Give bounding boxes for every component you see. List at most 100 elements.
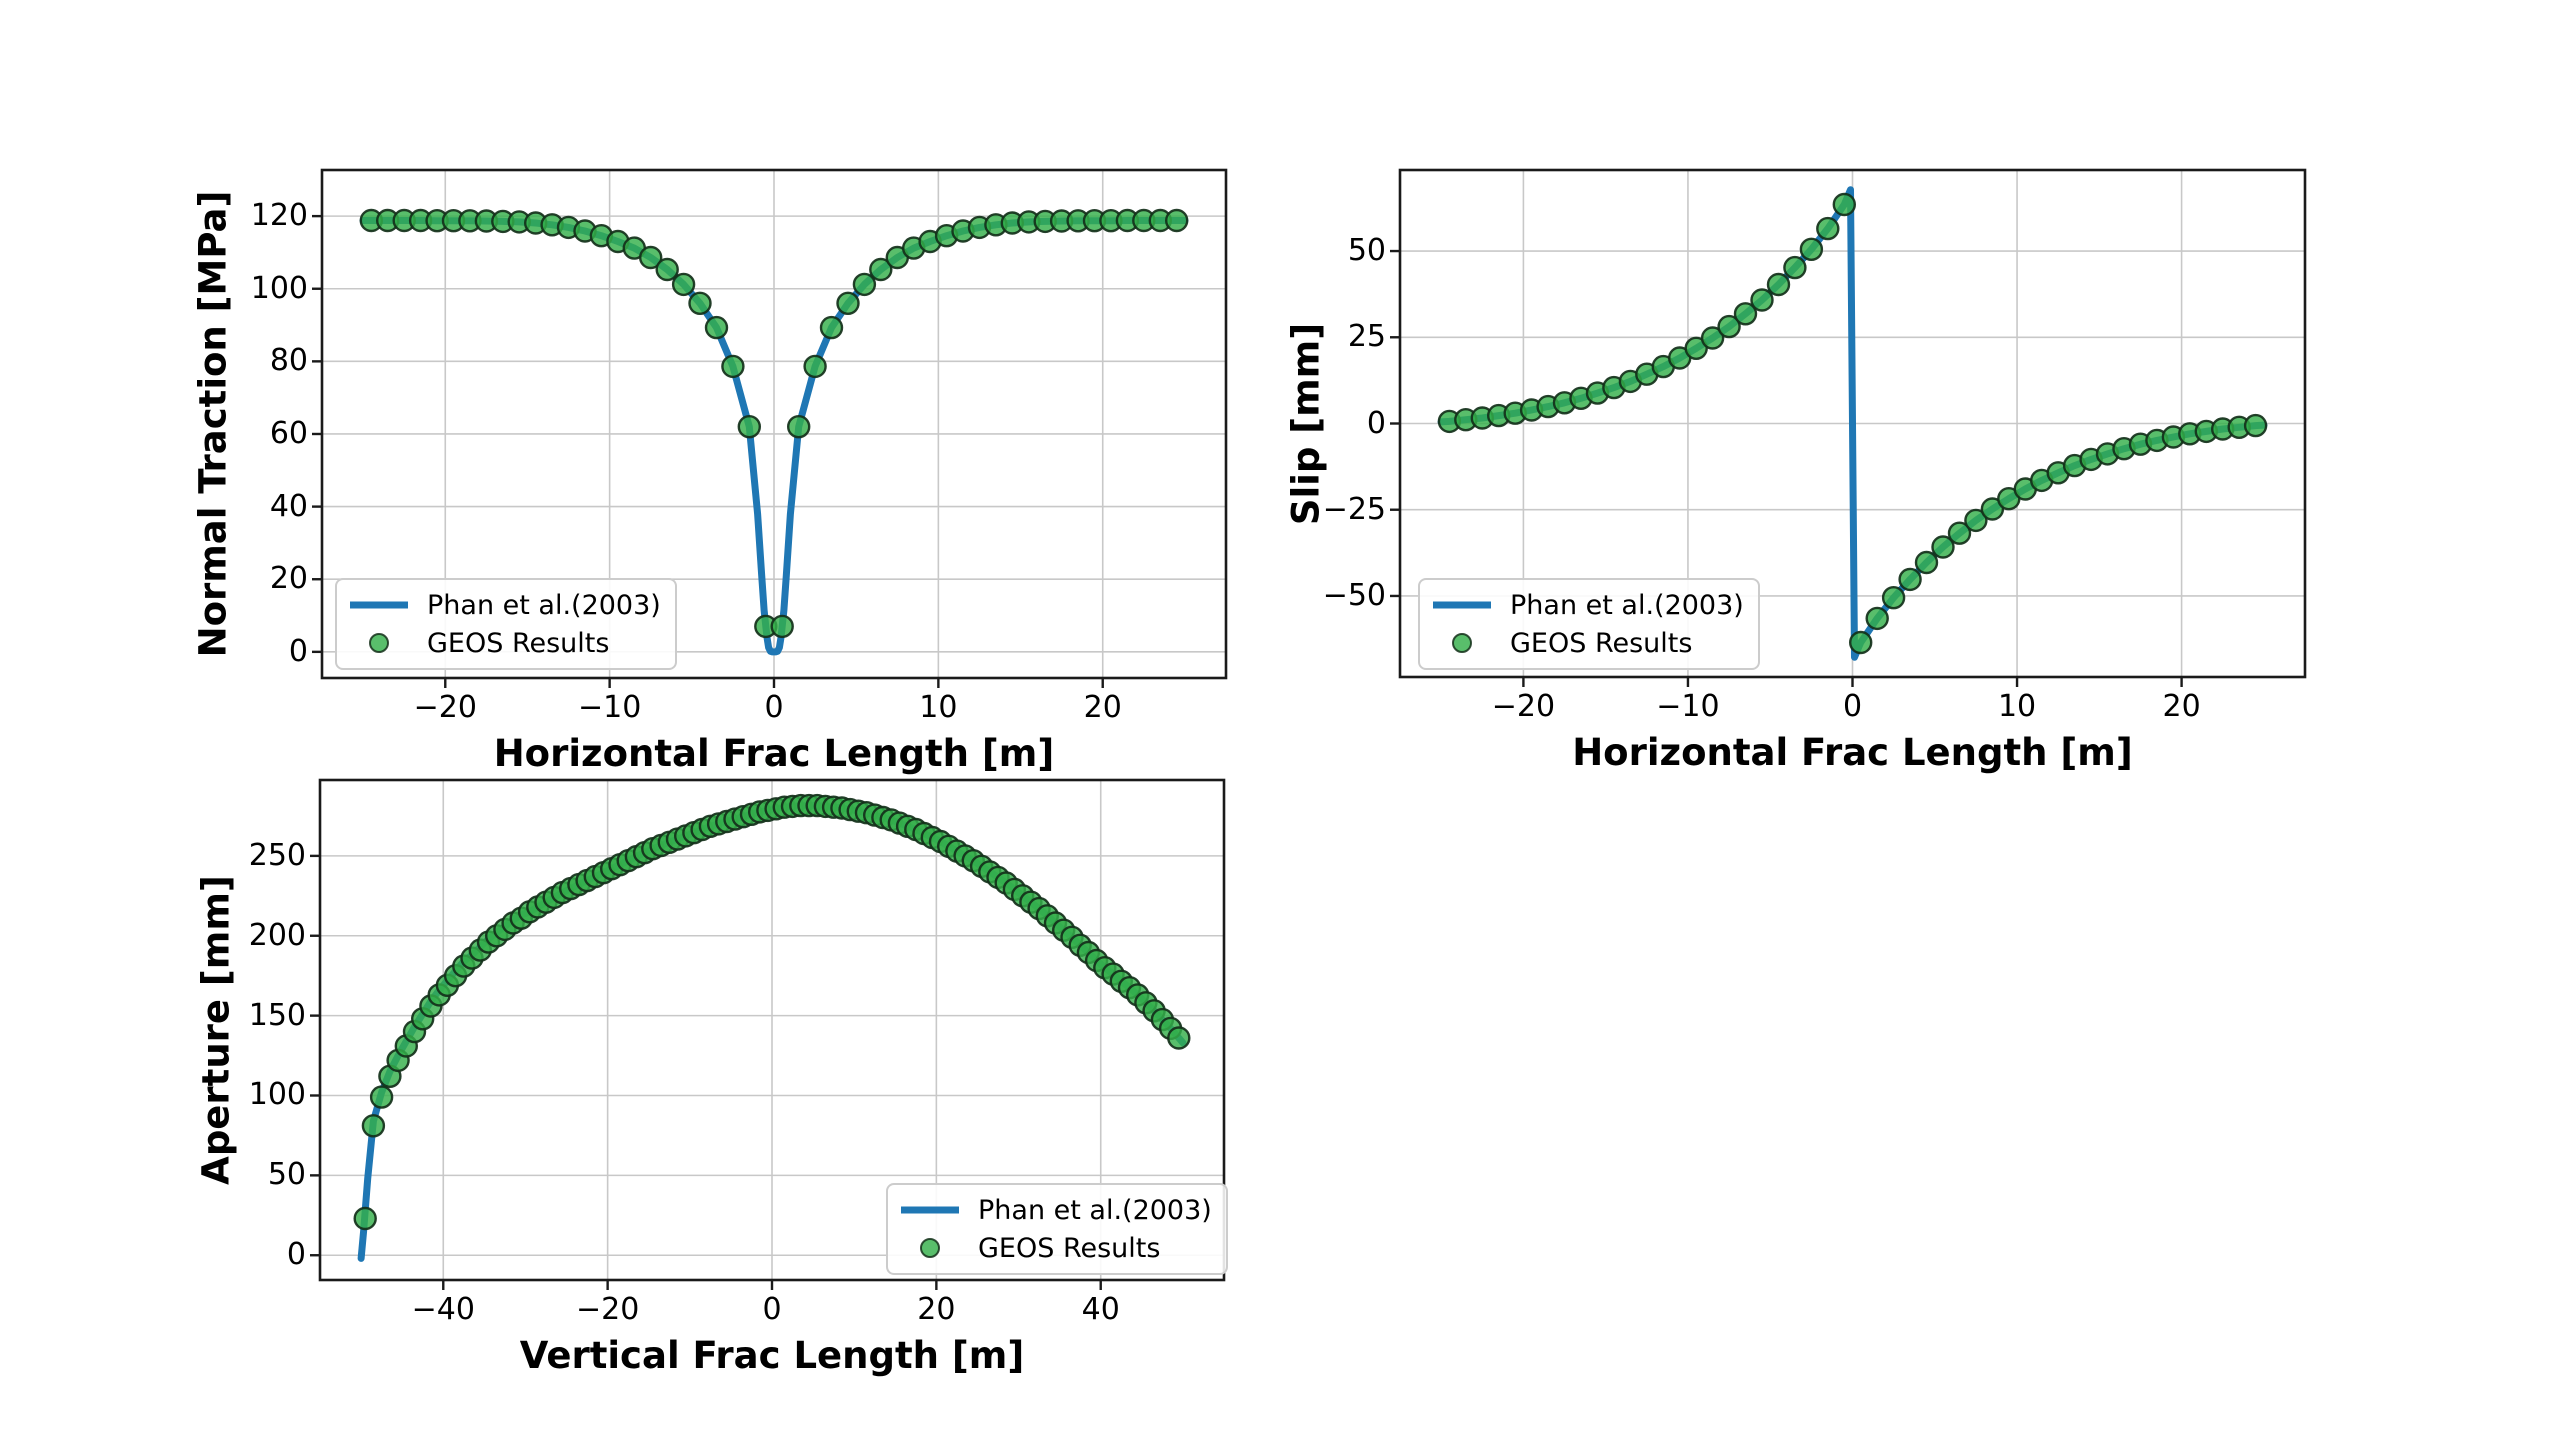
axes-frame — [1398, 168, 2307, 679]
y-tick-label: 20 — [269, 561, 308, 597]
y-tick-label: 100 — [248, 1077, 306, 1113]
legend-marker-swatch-icon — [369, 633, 389, 653]
y-tick-label: 50 — [1347, 233, 1386, 269]
geos-marker — [704, 315, 729, 340]
geos-marker — [1165, 208, 1189, 233]
legend-line-swatch-icon — [901, 1206, 959, 1214]
legend-line-swatch-icon — [1433, 601, 1491, 609]
legend-item: GEOS Results — [347, 625, 661, 661]
data-markers-geos — [359, 208, 1189, 639]
geos-marker — [1684, 336, 1708, 361]
geos-marker — [869, 257, 893, 282]
geos-marker — [1980, 497, 2005, 521]
geos-marker — [1881, 586, 1906, 610]
geos-marker — [1816, 216, 1840, 241]
geos-marker — [688, 291, 712, 316]
data-markers-geos — [1437, 192, 2268, 655]
legend-item: GEOS Results — [898, 1230, 1212, 1266]
geos-marker — [2243, 413, 2268, 438]
geos-marker — [1832, 192, 1856, 217]
x-tick-label: 20 — [1083, 690, 1122, 725]
geos-marker — [1717, 314, 1741, 339]
x-tick-label: 10 — [919, 690, 958, 725]
geos-marker — [639, 245, 663, 270]
legend-item: GEOS Results — [1430, 625, 1744, 661]
geos-marker — [1947, 521, 1972, 545]
legend-item: Phan et al.(2003) — [898, 1192, 1212, 1228]
x-tick-label: −40 — [411, 1292, 475, 1327]
legend: Phan et al.(2003) GEOS Results — [886, 1183, 1228, 1275]
geos-marker — [1964, 508, 1988, 533]
y-tick-label: 0 — [1366, 405, 1386, 441]
x-axis-label: Horizontal Frac Length [m] — [493, 732, 1055, 775]
geos-marker — [353, 1206, 377, 1231]
legend-label: Phan et al.(2003) — [978, 1194, 1212, 1226]
geos-marker — [1865, 606, 1889, 631]
legend-label: Phan et al.(2003) — [1510, 589, 1744, 621]
y-axis-label: Normal Traction [MPa] — [191, 190, 235, 658]
tick-marks — [1390, 249, 2183, 687]
y-tick-label: 60 — [269, 415, 308, 451]
x-tick-label: 20 — [2162, 689, 2201, 724]
x-tick-label: 40 — [1081, 1292, 1120, 1327]
x-axis-label: Horizontal Frac Length [m] — [1572, 731, 2133, 774]
y-tick-label: 120 — [250, 198, 308, 234]
geos-marker — [1783, 255, 1807, 280]
plot-canvas-slip — [1390, 168, 2307, 687]
legend-label: GEOS Results — [978, 1232, 1161, 1264]
legend: Phan et al.(2003) GEOS Results — [335, 578, 677, 670]
tick-marks — [312, 214, 1104, 688]
geos-marker — [803, 354, 827, 379]
y-tick-label: 250 — [248, 837, 306, 873]
y-tick-label: 25 — [1347, 319, 1386, 355]
x-tick-label: −20 — [1491, 689, 1556, 724]
geos-marker — [721, 354, 745, 379]
axes-frame — [318, 778, 1226, 1282]
x-tick-label: −20 — [575, 1292, 640, 1327]
geos-marker — [1931, 535, 1955, 559]
y-tick-label: −25 — [1322, 491, 1386, 527]
geos-marker — [1167, 1026, 1191, 1050]
y-tick-label: 200 — [248, 917, 306, 953]
geos-marker — [787, 415, 811, 439]
legend-item: Phan et al.(2003) — [347, 587, 661, 623]
x-tick-label: 20 — [917, 1292, 956, 1327]
x-tick-label: 0 — [764, 690, 784, 725]
y-axis-label: Slip [mm] — [1284, 322, 1328, 525]
legend-item: Phan et al.(2003) — [1430, 587, 1744, 623]
legend-line-swatch-icon — [350, 601, 408, 609]
geos-marker — [737, 415, 761, 439]
geos-marker — [819, 315, 844, 340]
x-tick-label: −10 — [1656, 689, 1720, 724]
y-tick-label: 40 — [269, 488, 308, 524]
x-tick-label: 10 — [1997, 689, 2037, 724]
y-tick-label: 50 — [267, 1157, 306, 1193]
legend-label: GEOS Results — [1510, 627, 1693, 659]
geos-marker — [1733, 302, 1758, 326]
geos-marker — [1914, 550, 1939, 575]
x-tick-label: −20 — [413, 690, 477, 725]
tick-marks — [310, 854, 1102, 1290]
legend: Phan et al.(2003) GEOS Results — [1418, 578, 1760, 670]
plot-canvas-aperture — [310, 778, 1226, 1290]
geos-marker — [369, 1085, 394, 1109]
data-markers-geos — [353, 793, 1191, 1231]
geos-marker — [1799, 237, 1824, 262]
geos-marker — [1898, 567, 1922, 592]
y-tick-label: 0 — [286, 1237, 306, 1273]
legend-marker-swatch-icon — [920, 1238, 940, 1258]
gridlines — [320, 780, 1224, 1280]
legend-label: Phan et al.(2003) — [427, 589, 661, 621]
y-tick-label: 150 — [248, 997, 306, 1033]
geos-marker — [671, 272, 696, 297]
y-tick-label: −50 — [1322, 577, 1386, 613]
geos-marker — [655, 257, 679, 282]
geos-marker — [836, 291, 860, 316]
axes-frame — [320, 168, 1228, 680]
geos-marker — [361, 1114, 386, 1138]
geos-marker — [770, 614, 794, 639]
x-axis-label: Vertical Frac Length [m] — [519, 1334, 1025, 1377]
geos-marker — [1766, 272, 1791, 297]
y-axis-label: Aperture [mm] — [194, 875, 238, 1185]
